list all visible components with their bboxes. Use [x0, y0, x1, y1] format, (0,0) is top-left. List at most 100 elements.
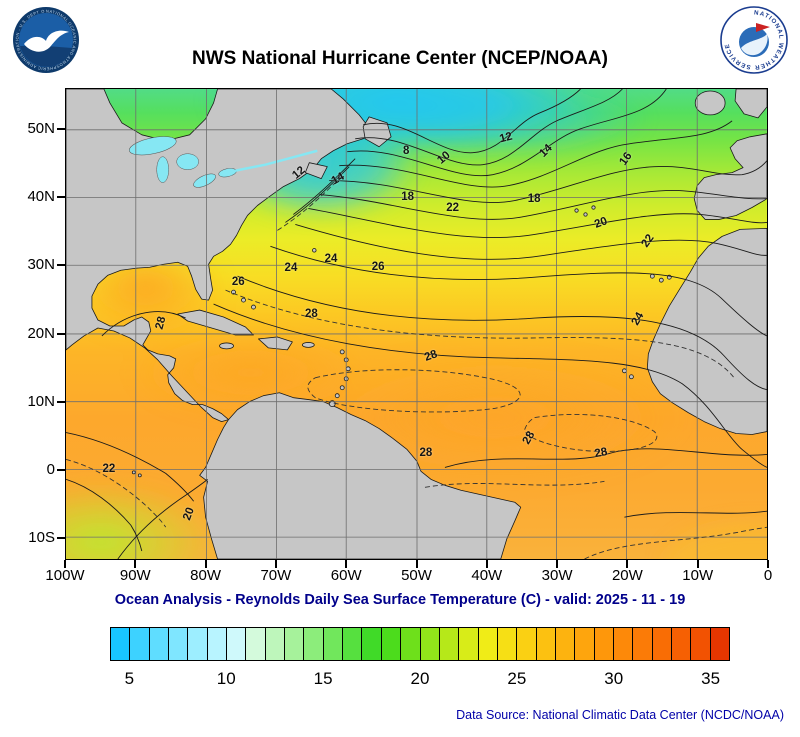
x-axis-tick-mark [485, 560, 488, 568]
x-axis-tick-label: 100W [45, 567, 85, 584]
sst-contours [66, 89, 767, 559]
colorbar-cell [169, 628, 189, 660]
colorbar-cell [130, 628, 150, 660]
land-ireland [694, 90, 726, 116]
y-axis-tick-label: 30N [27, 256, 55, 274]
x-axis-tick-mark [556, 560, 559, 568]
x-axis-tick-mark [767, 560, 769, 568]
x-axis-tick-mark [274, 560, 277, 568]
colorbar-cell [323, 628, 344, 660]
x-axis-tick-mark [134, 560, 137, 568]
colorbar-cell [517, 628, 537, 660]
y-axis-tick-label: 10S [28, 529, 55, 547]
noaa-logo[interactable]: NOAA NATIONAL OCEANIC AND ATMOSPHERIC AD… [12, 6, 80, 74]
colorbar-tick-label: 10 [216, 669, 236, 688]
x-axis-tick-label: 60W [330, 567, 362, 584]
sst-map: 8 10 12 14 16 12 14 18 22 18 20 22 24 24 26 26 28 24 28 28 2… [65, 88, 768, 560]
land-nova-scotia [304, 162, 328, 180]
land-masses [66, 89, 767, 559]
x-axis-tick-mark [64, 560, 66, 568]
colorbar-tick-label: 20 [410, 669, 430, 688]
page-title: NWS National Hurricane Center (NCEP/NOAA… [192, 48, 608, 69]
y-axis-tick-mark [57, 264, 65, 267]
y-axis-tick-mark [57, 537, 65, 540]
colorbar-cell [536, 628, 556, 660]
colorbar [110, 627, 730, 661]
x-axis-tick-mark [204, 560, 207, 568]
y-axis-tick-label: 40N [27, 188, 55, 206]
colorbar-cell [497, 628, 518, 660]
x-axis-tick-label: 30W [541, 567, 573, 584]
colorbar-cell [111, 628, 131, 660]
colorbar-cell [652, 628, 672, 660]
land-britain [734, 89, 767, 119]
land-africa [646, 228, 767, 435]
x-axis-tick-label: 0 [763, 567, 773, 584]
colorbar-tick-label: 30 [604, 669, 624, 688]
y-axis-tick-mark [57, 400, 65, 403]
x-axis-tick-mark [345, 560, 348, 568]
y-axis-tick-mark [57, 332, 65, 335]
x-axis-tick-label: 90W [119, 567, 151, 584]
x-axis-tick-mark [626, 560, 629, 568]
colorbar-tick-label: 5 [124, 669, 135, 688]
x-axis-tick-label: 10W [682, 567, 714, 584]
colorbar-cell [401, 628, 421, 660]
colorbar-cell [691, 628, 711, 660]
grid-lines [66, 89, 767, 559]
colorbar-cell [285, 628, 305, 660]
land-bermuda [312, 248, 317, 253]
y-axis-tick-mark [57, 468, 65, 471]
x-axis-tick-mark [415, 560, 418, 568]
x-axis-tick-label: 50W [401, 567, 432, 584]
colorbar-cell [671, 628, 692, 660]
colorbar-cell [710, 628, 729, 660]
land-jamaica [219, 342, 234, 350]
land-cuba [177, 309, 254, 336]
colorbar-cell [188, 628, 208, 660]
land-puerto-rico [301, 342, 315, 348]
colorbar-cell [381, 628, 402, 660]
colorbar-cell [207, 628, 228, 660]
colorbar-cell [613, 628, 634, 660]
y-axis-tick-label: 20N [27, 324, 55, 342]
colorbar-cell [343, 628, 363, 660]
colorbar-cell [459, 628, 479, 660]
map-caption: Ocean Analysis - Reynolds Daily Sea Surf… [114, 592, 686, 608]
y-axis-tick-label: 10N [27, 392, 55, 410]
nws-swoosh [741, 34, 768, 56]
colorbar-tick-label: 15 [313, 669, 333, 688]
y-axis-tick-mark [57, 196, 65, 199]
noaa-logo-sea [20, 46, 72, 67]
x-axis-tick-label: 20W [611, 567, 643, 584]
colorbar-cell [304, 628, 324, 660]
colorbar-tick-label: 35 [701, 669, 721, 688]
y-axis-tick-mark [57, 127, 65, 130]
noaa-gull-icon [24, 30, 69, 52]
data-source-text: Data Source: National Climatic Data Cent… [456, 708, 784, 722]
land-south-america [199, 392, 522, 559]
sst-map-canvas [66, 89, 767, 559]
y-axis-tick-label: 50N [27, 119, 55, 137]
x-axis-tick-label: 80W [190, 567, 222, 584]
colorbar-cell [362, 628, 382, 660]
sst-contours-dashed [66, 174, 767, 559]
colorbar-cell [555, 628, 576, 660]
land-hispaniola [258, 336, 293, 351]
colorbar-cell [594, 628, 614, 660]
lakes [129, 136, 318, 188]
colorbar-cell [149, 628, 170, 660]
colorbar-cell [633, 628, 653, 660]
y-axis-tick-label: 0 [46, 460, 55, 478]
colorbar-cell [575, 628, 595, 660]
colorbar-cell [439, 628, 460, 660]
colorbar-cell [246, 628, 266, 660]
colorbar-cell [420, 628, 440, 660]
colorbar-tick-label: 25 [507, 669, 527, 688]
colorbar-cell [265, 628, 286, 660]
x-axis-tick-label: 40W [471, 567, 503, 584]
x-axis-tick-label: 70W [260, 567, 292, 584]
nws-logo[interactable]: National Weather Service NATIONAL WEATHE… [720, 6, 788, 74]
colorbar-cell [478, 628, 498, 660]
